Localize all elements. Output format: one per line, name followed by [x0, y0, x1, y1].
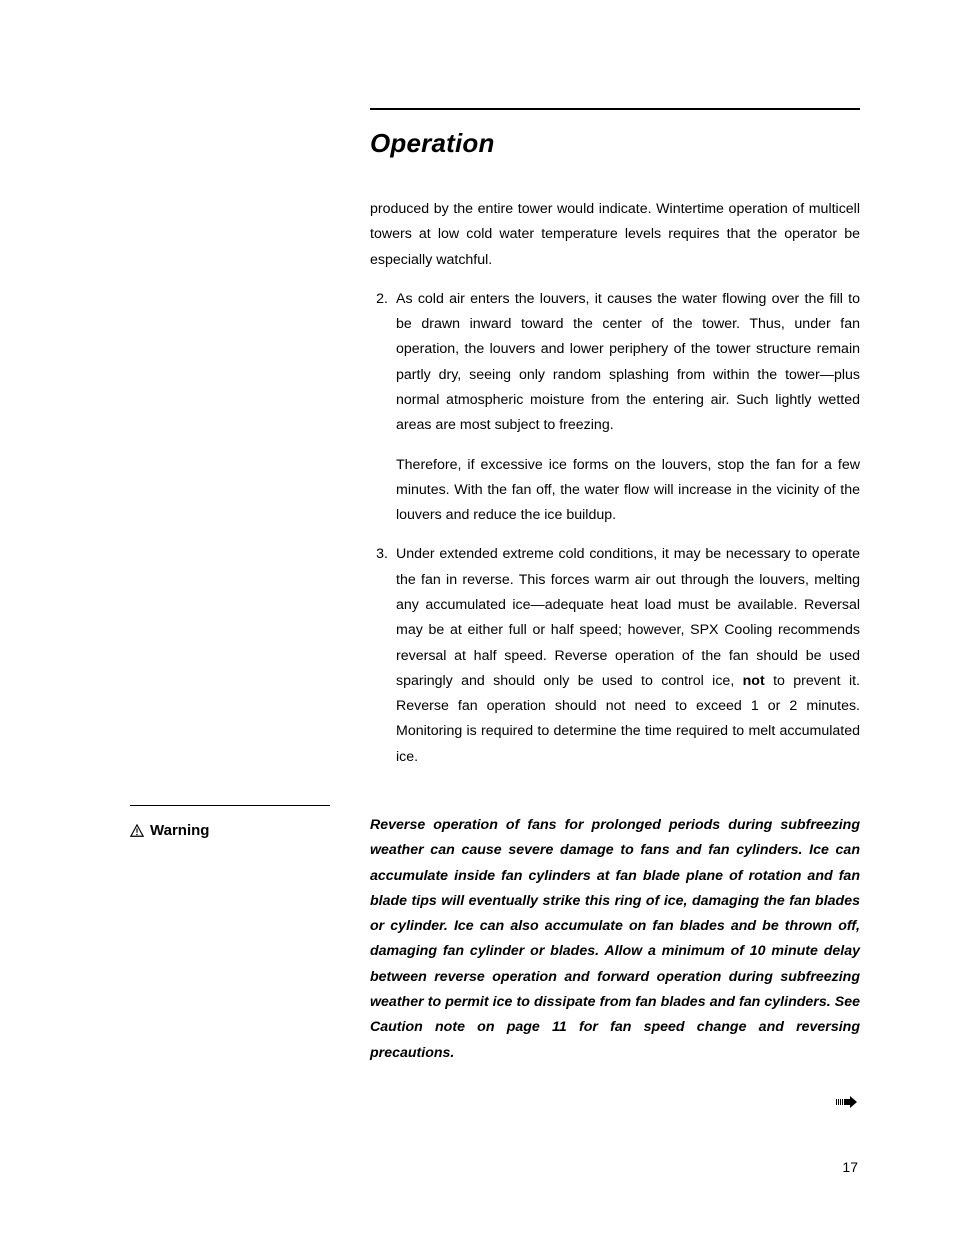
- section-rule: [370, 108, 860, 110]
- list-number: 3.: [370, 542, 396, 770]
- list-body: As cold air enters the louvers, it cause…: [396, 287, 860, 439]
- list-bold-word: not: [743, 673, 765, 689]
- list-body: Under extended extreme cold conditions, …: [396, 542, 860, 770]
- intro-paragraph: produced by the entire tower would indic…: [370, 197, 860, 273]
- warning-paragraph: Reverse operation of fans for prolonged …: [370, 813, 860, 1066]
- list-item-2: 2. As cold air enters the louvers, it ca…: [370, 287, 860, 439]
- main-content: Operation produced by the entire tower w…: [370, 108, 860, 784]
- warning-label: Warning: [130, 822, 330, 839]
- list-number: 2.: [370, 287, 396, 439]
- warning-triangle-icon: [130, 824, 144, 838]
- list-item-3: 3. Under extended extreme cold condition…: [370, 542, 860, 770]
- page-number: 17: [842, 1159, 858, 1175]
- warning-text-block: Reverse operation of fans for prolonged …: [370, 813, 860, 1066]
- continue-arrow-icon: [836, 1095, 858, 1109]
- list-sub-paragraph: Therefore, if excessive ice forms on the…: [396, 453, 860, 529]
- warning-label-text: Warning: [150, 822, 209, 839]
- warning-sidebar: Warning: [130, 805, 330, 839]
- list-body-text-a: Under extended extreme cold conditions, …: [396, 546, 860, 688]
- section-title: Operation: [370, 128, 860, 159]
- warning-rule: [130, 805, 330, 806]
